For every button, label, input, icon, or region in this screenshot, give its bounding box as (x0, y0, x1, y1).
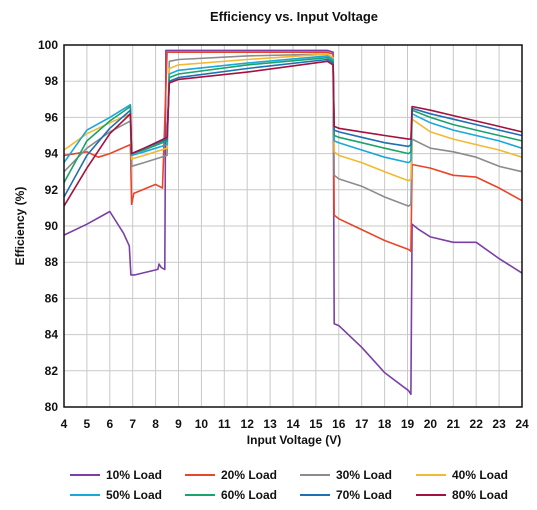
legend-label: 60% Load (221, 488, 277, 502)
y-tick-label: 98 (45, 74, 59, 88)
x-tick-label: 13 (263, 417, 277, 431)
series-line-10-load (63, 49, 523, 396)
x-tick-label: 11 (218, 417, 231, 431)
y-tick-label: 80 (45, 400, 59, 414)
x-tick-label: 9 (175, 417, 182, 431)
x-tick-label: 4 (61, 417, 68, 431)
x-tick-label: 20 (424, 417, 438, 431)
y-tick-label: 88 (45, 255, 59, 269)
x-tick-label: 5 (84, 417, 91, 431)
x-tick-label: 16 (332, 417, 346, 431)
x-tick-label: 6 (106, 417, 113, 431)
legend: 10% Load 20% Load 30% Load 40% Load 50% Load… (70, 468, 508, 502)
y-tick-label: 86 (45, 291, 59, 305)
x-tick-label: 23 (492, 417, 506, 431)
x-tick-label: 18 (378, 417, 392, 431)
y-tick-label: 84 (45, 328, 59, 342)
x-tick-label: 17 (355, 417, 369, 431)
chart-title: Efficiency vs. Input Voltage (210, 9, 378, 24)
x-tick-label: 21 (447, 417, 461, 431)
x-tick-label: 7 (129, 417, 136, 431)
y-tick-label: 82 (45, 364, 59, 378)
tick-labels: 4 5 6 7 8 9 10 11 12 13 14 15 16 17 18 19 20 21 22 23 24 80 82… (38, 38, 529, 431)
y-tick-label: 100 (38, 38, 58, 52)
y-tick-label: 94 (45, 147, 59, 161)
series-lines (63, 49, 523, 396)
x-tick-label: 15 (309, 417, 323, 431)
y-tick-label: 90 (45, 219, 59, 233)
x-tick-label: 19 (401, 417, 415, 431)
legend-label: 70% Load (336, 488, 392, 502)
legend-label: 40% Load (452, 468, 508, 482)
x-tick-label: 8 (152, 417, 159, 431)
x-tick-label: 12 (241, 417, 255, 431)
y-tick-label: 96 (45, 110, 59, 124)
plot-frame (63, 44, 523, 408)
x-tick-label: 14 (286, 417, 300, 431)
legend-label: 20% Load (221, 468, 277, 482)
y-axis-label: Efficiency (%) (13, 187, 27, 266)
x-tick-label: 24 (515, 417, 529, 431)
legend-label: 80% Load (452, 488, 508, 502)
series-line-80-load (63, 60, 523, 207)
x-tick-label: 22 (470, 417, 484, 431)
y-tick-label: 92 (45, 183, 59, 197)
grid (63, 44, 523, 408)
x-tick-label: 10 (195, 417, 209, 431)
x-axis-label: Input Voltage (V) (247, 433, 341, 447)
legend-label: 10% Load (106, 468, 162, 482)
legend-label: 30% Load (336, 468, 392, 482)
legend-label: 50% Load (106, 488, 162, 502)
